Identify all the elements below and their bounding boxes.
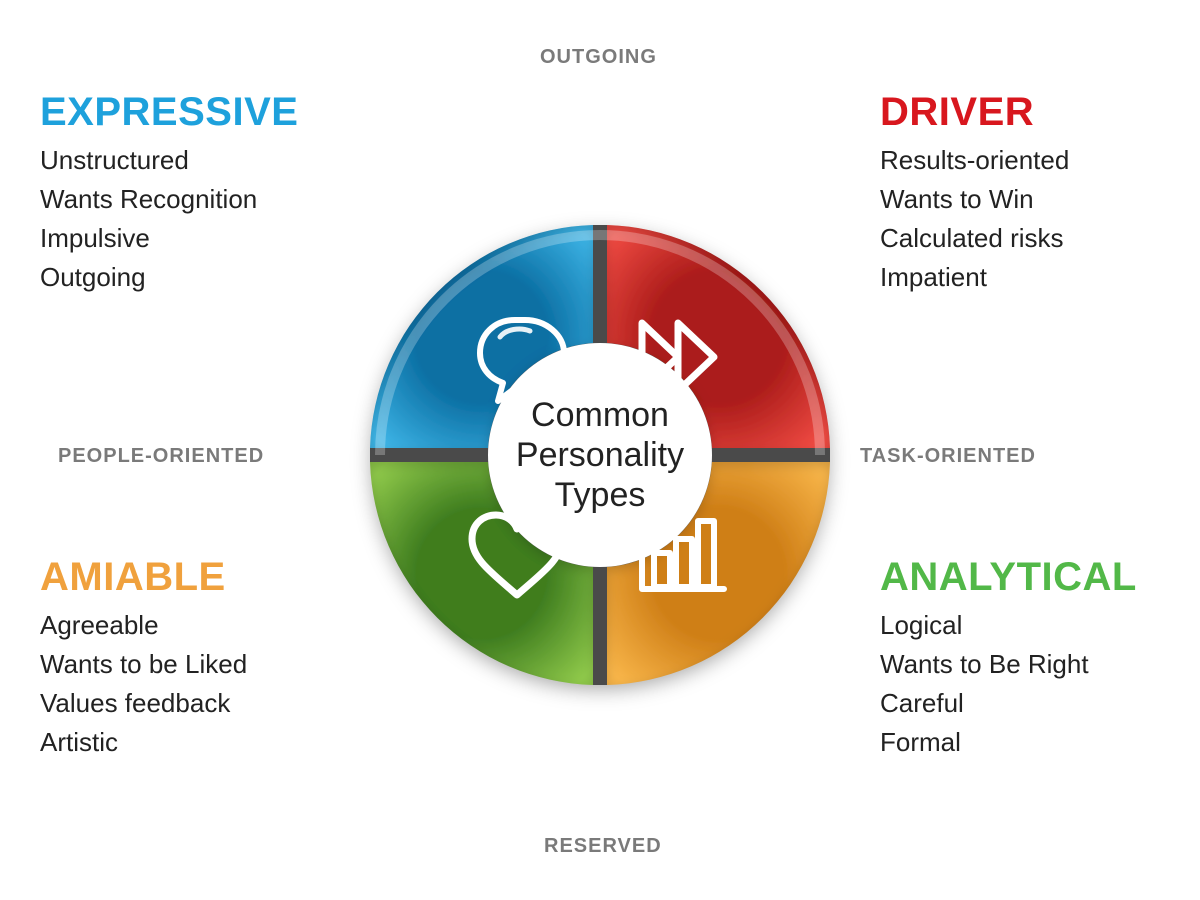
quadrant-title-analytical: ANALYTICAL [880,555,1200,600]
trait: Artistic [40,723,360,762]
trait: Outgoing [40,258,360,297]
trait: Wants to be Liked [40,645,360,684]
quadrant-traits-driver: Results-oriented Wants to Win Calculated… [880,141,1200,297]
trait: Impatient [880,258,1200,297]
trait: Agreeable [40,606,360,645]
center-line-1: Common [486,395,714,435]
axis-label-top: OUTGOING [540,46,657,69]
center-line-3: Types [486,475,714,515]
quadrant-block-expressive: EXPRESSIVE Unstructured Wants Recognitio… [40,90,360,297]
quadrant-block-driver: DRIVER Results-oriented Wants to Win Cal… [880,90,1200,297]
quadrant-block-analytical: ANALYTICAL Logical Wants to Be Right Car… [880,555,1200,762]
axis-label-left: PEOPLE-ORIENTED [58,445,264,468]
trait: Logical [880,606,1200,645]
quadrant-title-driver: DRIVER [880,90,1200,135]
trait: Impulsive [40,219,360,258]
quadrant-traits-analytical: Logical Wants to Be Right Careful Formal [880,606,1200,762]
trait: Values feedback [40,684,360,723]
quadrant-title-expressive: EXPRESSIVE [40,90,360,135]
center-label: Common Personality Types [486,395,714,515]
trait: Wants to Be Right [880,645,1200,684]
axis-label-right: TASK-ORIENTED [860,445,1036,468]
trait: Unstructured [40,141,360,180]
quadrant-title-amiable: AMIABLE [40,555,360,600]
axis-label-bottom: RESERVED [544,835,662,858]
quadrant-block-amiable: AMIABLE Agreeable Wants to be Liked Valu… [40,555,360,762]
trait: Careful [880,684,1200,723]
trait: Wants Recognition [40,180,360,219]
trait: Formal [880,723,1200,762]
trait: Calculated risks [880,219,1200,258]
trait: Results-oriented [880,141,1200,180]
trait: Wants to Win [880,180,1200,219]
center-line-2: Personality [486,435,714,475]
quadrant-traits-expressive: Unstructured Wants Recognition Impulsive… [40,141,360,297]
quadrant-traits-amiable: Agreeable Wants to be Liked Values feedb… [40,606,360,762]
